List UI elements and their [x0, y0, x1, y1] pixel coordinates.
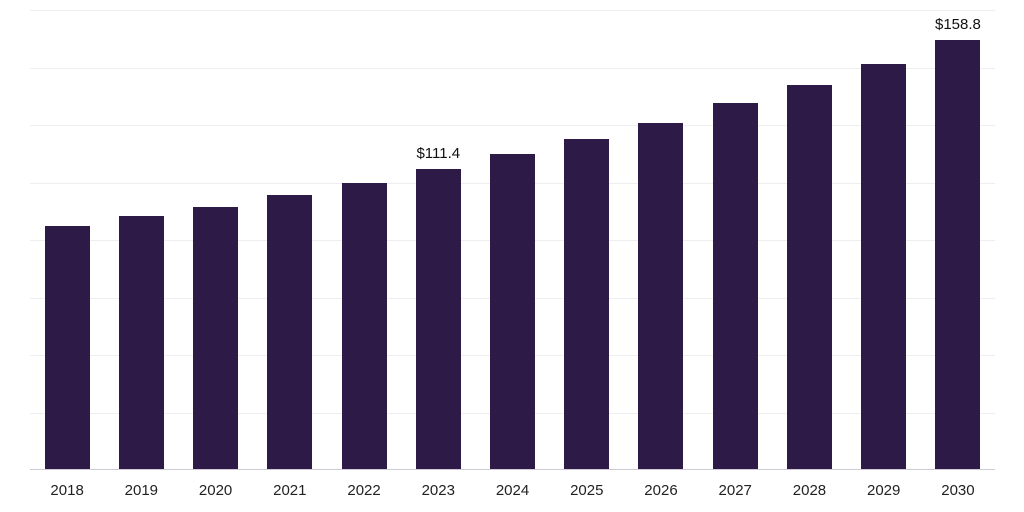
bar-2025 — [564, 139, 610, 470]
bar-2023 — [415, 169, 461, 470]
bar-2030 — [935, 40, 981, 470]
bars-container: $111.4 $158.8 — [30, 10, 995, 470]
x-axis-line — [30, 469, 995, 470]
bar-column-2021 — [253, 10, 327, 470]
x-tick-label-2021: 2021 — [273, 482, 307, 499]
bar-column-2019 — [104, 10, 178, 470]
bar-column-2023: $111.4 — [401, 10, 475, 470]
plot-area: $111.4 $158.8 — [30, 10, 995, 470]
gridline — [30, 125, 995, 126]
bar-column-2029 — [847, 10, 921, 470]
x-tick-label-2019: 2019 — [124, 482, 159, 499]
x-tick-label-2024: 2024 — [495, 482, 530, 499]
bar-column-2027 — [698, 10, 772, 470]
x-tick-label-2027: 2027 — [718, 482, 752, 499]
bar-2019 — [118, 216, 164, 470]
bar-value-label-2023: $111.4 — [416, 145, 461, 162]
gridline — [30, 10, 995, 11]
bar-column-2028 — [772, 10, 846, 470]
bar-2028 — [786, 85, 832, 470]
bar-column-2018 — [30, 10, 104, 470]
x-tick-label-2020: 2020 — [198, 482, 233, 499]
gridline — [30, 68, 995, 69]
x-axis-labels: 2018 2019 2020 2021 2022 2023 2024 2025 2026 2027… — [30, 482, 995, 499]
bar-column-2026 — [624, 10, 698, 470]
x-tick-label-2022: 2022 — [347, 482, 381, 499]
bar-2022 — [341, 183, 387, 470]
bar-column-2030: $158.8 — [921, 10, 995, 470]
x-tick-label-2030: 2030 — [941, 482, 975, 499]
bar-column-2020 — [178, 10, 252, 470]
bar-2029 — [861, 64, 907, 470]
bar-2018 — [44, 226, 90, 470]
bar-2026 — [638, 123, 684, 470]
x-tick-label-2018: 2018 — [50, 482, 84, 499]
bar-2027 — [712, 103, 758, 470]
bar-column-2024 — [475, 10, 549, 470]
x-tick-label-2023: 2023 — [421, 482, 455, 499]
bar-value-label-2030: $158.8 — [934, 16, 981, 33]
bar-2024 — [490, 154, 536, 470]
x-tick-label-2026: 2026 — [644, 482, 678, 499]
x-tick-label-2025: 2025 — [570, 482, 604, 499]
x-tick-label-2029: 2029 — [867, 482, 901, 499]
bar-2020 — [193, 207, 239, 470]
bar-2021 — [267, 195, 313, 470]
x-tick-label-2028: 2028 — [792, 482, 827, 499]
bar-column-2022 — [327, 10, 401, 470]
bar-column-2025 — [550, 10, 624, 470]
